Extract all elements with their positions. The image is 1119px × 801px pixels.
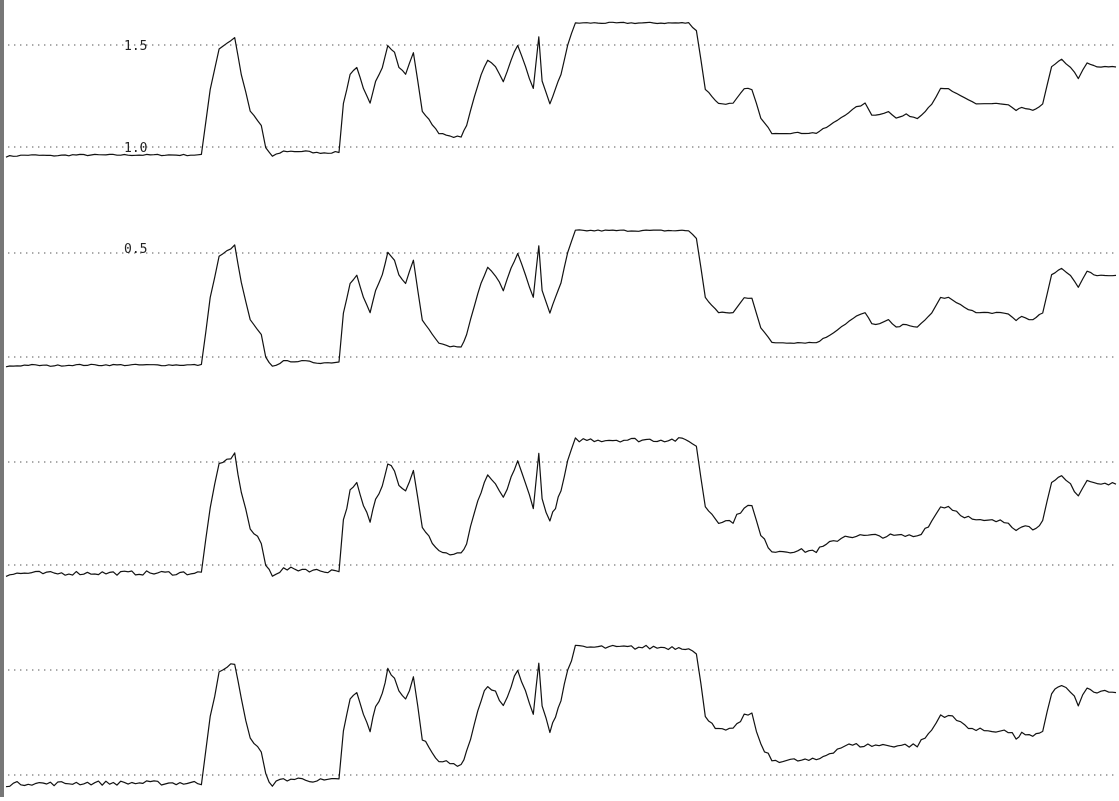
trace-line-1 <box>5 21 1117 158</box>
tick-label-0-5: 0.5 <box>124 242 147 257</box>
left-border <box>0 0 4 797</box>
trace-layer <box>5 21 1117 788</box>
tick-label-layer: 1.5 1.0 0.5 <box>124 39 147 257</box>
tick-label-1-0: 1.0 <box>124 141 147 156</box>
tick-label-1-5: 1.5 <box>124 39 147 54</box>
trace-line-2 <box>5 229 1117 368</box>
trace-line-4 <box>5 644 1117 788</box>
trace-line-3 <box>5 437 1117 577</box>
